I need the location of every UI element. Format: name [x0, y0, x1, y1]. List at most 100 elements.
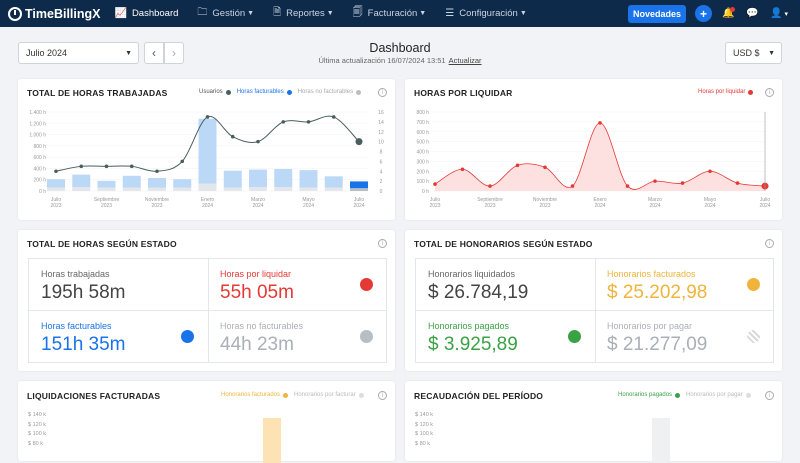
legend-dot	[283, 392, 289, 398]
series-point	[653, 179, 657, 183]
legend-dot	[358, 392, 364, 398]
bar-nonbillable	[198, 183, 217, 191]
x-tick-label: 2024	[202, 203, 213, 209]
info-icon[interactable]: i	[765, 239, 774, 248]
users-point	[205, 115, 210, 119]
info-icon[interactable]: i	[765, 391, 774, 400]
info-icon[interactable]: i	[765, 88, 774, 97]
y-tick-label: 1.000 h	[29, 133, 46, 139]
period-select[interactable]: Julio 2024 ▼	[18, 42, 139, 64]
grid-divider	[29, 310, 386, 311]
user-menu[interactable]: 👤 ▾	[768, 5, 790, 22]
nav-gestion[interactable]: 🗀 Gestión ▼	[197, 5, 254, 22]
card-title: HORAS POR LIQUIDAR	[414, 88, 513, 98]
clock-logo-icon	[8, 6, 22, 21]
bar-nonbillable	[122, 187, 141, 191]
bar-billable	[97, 180, 116, 188]
legend-users[interactable]: Usuarios	[199, 89, 223, 95]
nav-configuracion[interactable]: ☰ Configuración ▼	[445, 8, 527, 19]
y-tick: $ 80 k	[415, 440, 430, 447]
prev-period-button[interactable]: ‹	[144, 42, 164, 64]
x-tick-label: Enero	[201, 197, 215, 203]
main-nav: 📈 Dashboard 🗀 Gestión ▼ 🗎 Reportes ▼ 🗐 Fac…	[114, 5, 545, 22]
nav-facturacion[interactable]: 🗐 Facturación ▼	[353, 5, 427, 22]
legend-dot	[286, 89, 292, 95]
add-button[interactable]: +	[695, 5, 712, 22]
users-point	[104, 164, 109, 169]
nav-label: Dashboard	[131, 8, 179, 19]
bar-nonbillable	[173, 187, 192, 191]
caret-down-icon: ▼	[326, 10, 334, 17]
x-tick-label: Noviembre	[533, 197, 557, 203]
app-logo[interactable]: TimeBillingX	[8, 6, 100, 21]
chat-icon: 💬	[746, 8, 759, 19]
users-point	[180, 159, 185, 164]
users-point	[129, 164, 134, 169]
folder-icon: 🗀	[197, 7, 208, 18]
x-tick-label: 2024	[353, 203, 364, 209]
legend-billable[interactable]: Horas facturables	[236, 89, 284, 95]
legend-fees-invoiced[interactable]: Honorarios facturados	[221, 392, 281, 398]
status-dot-blue	[181, 330, 194, 343]
y-tick-label: 200 h	[33, 178, 46, 184]
status-dot-red	[360, 278, 373, 291]
y-tick-label: 1.200 h	[29, 121, 46, 127]
nav-label: Reportes	[286, 8, 325, 19]
stat-label: Horas por liquidar	[220, 269, 292, 279]
users-point	[256, 139, 260, 144]
stat-billable-hours: Horas facturables 151h 35m	[41, 321, 126, 356]
x-tick-label: 2023	[539, 203, 550, 209]
notifications-button[interactable]: 🔔	[720, 5, 737, 22]
info-icon[interactable]: i	[378, 88, 387, 97]
legend-nonbillable[interactable]: Horas no facturables	[297, 89, 354, 95]
x-tick-label: 2023	[101, 203, 112, 209]
user-icon: 👤	[770, 8, 783, 19]
card-title: TOTAL DE HONORARIOS SEGÚN ESTADO	[414, 239, 593, 249]
x-tick-label: 2024	[759, 203, 770, 209]
series-point	[625, 184, 630, 188]
stat-label: Honorarios pagados	[428, 321, 510, 331]
y-tick-label: 400 h	[416, 150, 429, 156]
collection-bar[interactable]	[652, 418, 670, 463]
series-point	[488, 184, 492, 188]
report-icon: 🗎	[273, 7, 282, 18]
series-point	[708, 169, 712, 174]
y-tick-label: 800 h	[416, 110, 429, 116]
series-point	[680, 181, 685, 185]
bar-billable	[324, 176, 343, 188]
next-period-button[interactable]: ›	[164, 42, 184, 64]
y-tick: $ 120 k	[415, 421, 434, 428]
stat-label: Honorarios por pagar	[607, 321, 693, 331]
users-point	[306, 120, 311, 124]
currency-value: USD $	[733, 48, 760, 58]
currency-select[interactable]: USD $ ▼	[725, 42, 782, 64]
chat-button[interactable]: 💬	[744, 5, 761, 22]
novedades-button[interactable]: Novedades	[628, 5, 686, 23]
nav-reportes[interactable]: 🗎 Reportes ▼	[273, 5, 334, 22]
y2-tick-label: 14	[378, 120, 384, 126]
caret-down-icon: ▼	[519, 10, 527, 17]
bar-billable	[198, 118, 217, 184]
legend-dot	[675, 392, 681, 398]
x-tick-label: 2024	[252, 203, 263, 209]
info-icon[interactable]: i	[378, 391, 387, 400]
stat-hours-worked: Horas trabajadas 195h 58m	[41, 269, 126, 304]
bar-nonbillable	[350, 188, 368, 191]
x-tick-label: 2023	[50, 203, 61, 209]
status-dot-striped	[747, 330, 760, 343]
nav-dashboard[interactable]: 📈 Dashboard	[114, 8, 178, 19]
stat-nonbillable-hours: Horas no facturables 44h 23m	[220, 321, 303, 356]
legend-hours-to-settle[interactable]: Horas por liquidar	[698, 89, 746, 95]
x-tick-label: 2024	[303, 203, 314, 209]
invoiced-bar[interactable]	[263, 418, 281, 463]
stat-hours-to-settle: Horas por liquidar 55h 05m	[220, 269, 294, 304]
info-icon[interactable]: i	[378, 239, 387, 248]
legend-fees-to-invoice[interactable]: Honorarios por facturar	[294, 392, 356, 398]
legend-fees-to-pay[interactable]: Honorarios por pagar	[686, 392, 743, 398]
card-title: RECAUDACIÓN DEL PERÍODO	[414, 391, 544, 401]
card-invoiced-settlements: LIQUIDACIONES FACTURADAS Honorarios fact…	[18, 381, 395, 463]
refresh-link[interactable]: Actualizar	[448, 56, 482, 65]
series-point	[460, 167, 465, 172]
legend-fees-paid[interactable]: Honorarios pagados	[618, 392, 673, 398]
card-hours-to-settle: HORAS POR LIQUIDAR Horas por liquidar i …	[405, 79, 782, 220]
